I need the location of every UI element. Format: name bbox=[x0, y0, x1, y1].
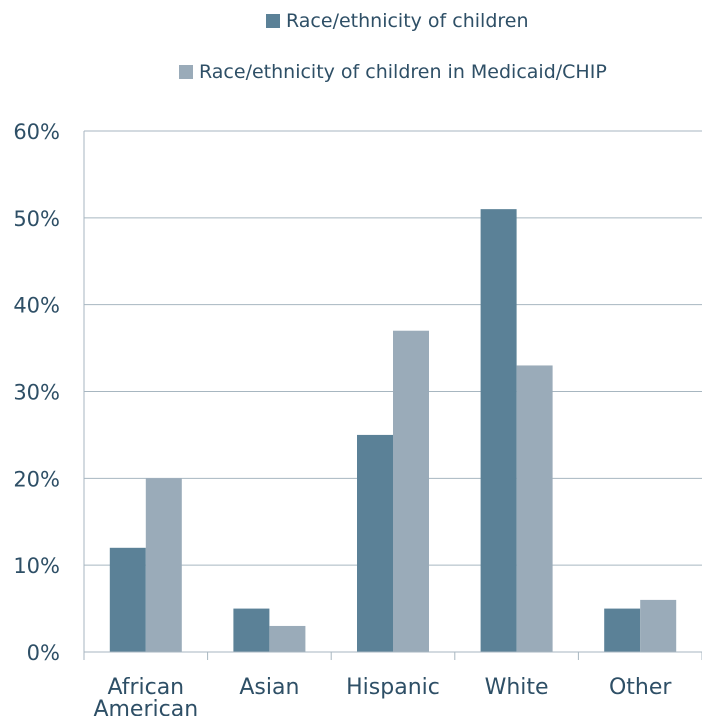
bar-medicaid-chip bbox=[640, 599, 677, 652]
bar-children bbox=[109, 547, 146, 652]
legend-item-children: Race/ethnicity of children bbox=[266, 10, 529, 32]
bar-children bbox=[233, 608, 270, 652]
legend-swatch-medicaid-chip bbox=[179, 65, 193, 79]
bar-medicaid-chip bbox=[393, 330, 429, 652]
legend-label-medicaid-chip: Race/ethnicity of children in Medicaid/C… bbox=[199, 61, 607, 83]
x-tick-label: Other bbox=[609, 675, 672, 700]
bar-children bbox=[357, 434, 393, 652]
y-tick-label: 30% bbox=[13, 381, 60, 405]
bar-medicaid-chip bbox=[516, 365, 553, 652]
x-tick-label: American bbox=[93, 697, 198, 716]
legend-swatch-children bbox=[266, 14, 280, 28]
y-tick-label: 40% bbox=[13, 294, 60, 318]
y-tick-label: 10% bbox=[13, 554, 60, 578]
x-tick-label: White bbox=[485, 675, 549, 700]
y-tick-label: 0% bbox=[27, 641, 60, 665]
y-tick-label: 60% bbox=[13, 120, 60, 144]
bar-medicaid-chip bbox=[145, 478, 182, 652]
x-tick-label: Hispanic bbox=[346, 675, 440, 700]
bar-medicaid-chip bbox=[269, 625, 306, 652]
legend-item-medicaid-chip: Race/ethnicity of children in Medicaid/C… bbox=[179, 61, 607, 83]
bar-children bbox=[604, 608, 641, 652]
y-tick-label: 20% bbox=[13, 467, 60, 491]
gridlines bbox=[84, 130, 702, 566]
legend: Race/ethnicity of children Race/ethnicit… bbox=[0, 0, 702, 83]
x-tick-label: Asian bbox=[239, 675, 299, 700]
y-tick-label: 50% bbox=[13, 207, 60, 231]
x-tick-label: African bbox=[107, 675, 184, 700]
bars bbox=[109, 209, 677, 652]
legend-label-children: Race/ethnicity of children bbox=[286, 10, 529, 32]
bar-children bbox=[480, 209, 517, 652]
